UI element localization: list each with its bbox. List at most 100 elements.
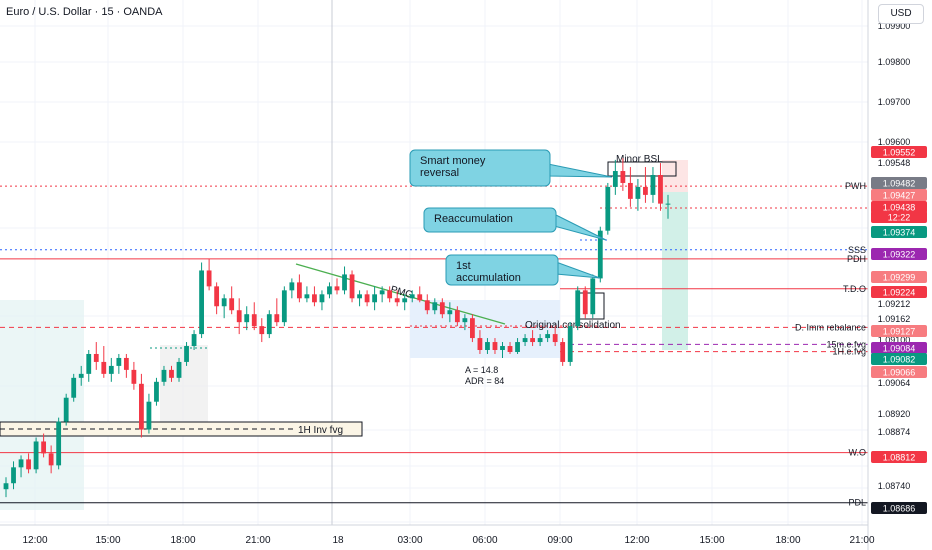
candle-body bbox=[470, 318, 475, 339]
currency-button[interactable]: USD bbox=[878, 4, 924, 24]
price-label-text: 1.09224 bbox=[883, 288, 916, 298]
candle-body bbox=[357, 294, 362, 299]
callout-first-accumulation-pointer bbox=[555, 261, 601, 279]
candle-body bbox=[507, 346, 513, 352]
price-tick: 1.09162 bbox=[878, 314, 911, 324]
time-tick: 12:00 bbox=[624, 535, 649, 546]
candle-body bbox=[78, 373, 84, 378]
candle-body bbox=[447, 310, 453, 315]
time-tick: 03:00 bbox=[397, 535, 422, 546]
candle-body bbox=[71, 377, 77, 398]
pmg-label: PMG bbox=[389, 284, 414, 301]
price-label-text: 1.09082 bbox=[883, 355, 916, 365]
candle-body bbox=[161, 369, 167, 382]
candle-body bbox=[41, 441, 47, 454]
minor-bsl-label: Minor BSL bbox=[616, 154, 663, 165]
time-tick: 21:00 bbox=[245, 535, 270, 546]
price-label-badge bbox=[871, 226, 927, 238]
candle-body bbox=[154, 381, 159, 402]
candle-body bbox=[575, 290, 581, 327]
price-label-badge bbox=[871, 286, 927, 298]
callout-reaccumulation-pointer bbox=[553, 213, 607, 241]
candle-body bbox=[402, 298, 408, 303]
price-label-badge bbox=[871, 325, 927, 337]
candle-body bbox=[176, 361, 182, 378]
candle-body bbox=[199, 270, 204, 335]
candle-body bbox=[567, 326, 573, 362]
candle-body bbox=[169, 369, 174, 378]
level-label: PDH bbox=[847, 254, 866, 264]
candle-body bbox=[184, 346, 189, 362]
candle-body bbox=[665, 203, 671, 205]
price-label-badge bbox=[871, 248, 927, 260]
price-label-text: 1.09374 bbox=[883, 228, 916, 238]
candle-body bbox=[334, 286, 340, 291]
callout-smart-money-pointer bbox=[547, 163, 613, 178]
candle-body bbox=[409, 294, 415, 299]
price-label-badge bbox=[871, 502, 927, 514]
time-tick: 06:00 bbox=[472, 535, 497, 546]
price-label-text: 1.09299 bbox=[883, 273, 916, 283]
time-tick: 18:00 bbox=[170, 535, 195, 546]
candle-body bbox=[93, 353, 99, 362]
candle-body bbox=[3, 483, 9, 490]
candle-body bbox=[537, 338, 543, 343]
candle-body bbox=[582, 290, 588, 315]
candle-body bbox=[86, 353, 92, 374]
price-tick: 1.09548 bbox=[878, 158, 911, 168]
callout-smart-money-text: reversal bbox=[420, 167, 459, 179]
candle-body bbox=[552, 334, 558, 343]
candle-body bbox=[116, 357, 122, 366]
level-label: SSS bbox=[848, 245, 866, 255]
time-tick: 21:00 bbox=[849, 535, 874, 546]
level-label: T.D.O bbox=[843, 284, 866, 294]
candle-body bbox=[635, 186, 641, 199]
candle-body bbox=[236, 310, 242, 323]
candle-body bbox=[454, 310, 460, 323]
price-tick: 1.08874 bbox=[878, 427, 911, 437]
candle-body bbox=[658, 175, 663, 204]
candle-body bbox=[108, 365, 114, 374]
price-tick: 1.09100 bbox=[878, 335, 911, 345]
candle-body bbox=[364, 294, 370, 303]
candle-body bbox=[139, 383, 144, 430]
candle-body bbox=[522, 338, 528, 343]
time-tick: 15:00 bbox=[699, 535, 724, 546]
candle-body bbox=[492, 342, 498, 350]
candle-body bbox=[11, 467, 16, 484]
candle-body bbox=[643, 186, 648, 195]
symbol-title: Euro / U.S. Dollar · 15 · OANDA bbox=[6, 6, 163, 18]
callout-smart-money-box bbox=[409, 149, 551, 187]
price-label-badge bbox=[871, 366, 927, 378]
price-label-text: 1.09427 bbox=[883, 191, 916, 201]
candle-body bbox=[191, 334, 197, 347]
level-label: 15m.e.fvg bbox=[826, 339, 866, 349]
candle-body bbox=[206, 270, 212, 287]
candle-body bbox=[560, 342, 566, 362]
price-label-text: 1.08812 bbox=[883, 453, 916, 463]
callout-first-accumulation-box bbox=[445, 254, 559, 286]
stat-adr: ADR = 84 bbox=[465, 376, 504, 386]
callout-reaccumulation-box bbox=[423, 207, 557, 233]
price-tick: 1.09700 bbox=[878, 97, 911, 107]
price-label-text: 1.09322 bbox=[883, 250, 916, 260]
candle-body bbox=[312, 294, 317, 303]
candle-body bbox=[342, 274, 347, 291]
price-label-text: 1.09438 bbox=[883, 203, 916, 213]
price-label-text: 1.08686 bbox=[883, 504, 916, 514]
trend-line bbox=[295, 263, 506, 325]
level-label: PDL bbox=[848, 498, 866, 508]
candle-body bbox=[281, 290, 287, 323]
price-tick: 1.08740 bbox=[878, 481, 911, 491]
callout-reaccumulation-text: Reaccumulation bbox=[434, 213, 513, 225]
candle-body bbox=[387, 290, 393, 299]
candle-body bbox=[477, 338, 483, 350]
level-label: PWH bbox=[845, 181, 866, 191]
price-label-badge bbox=[871, 146, 927, 158]
candle-body bbox=[590, 278, 596, 315]
candle-body bbox=[266, 314, 272, 335]
box-minor-bsl bbox=[607, 161, 677, 177]
candle-body bbox=[274, 314, 280, 323]
